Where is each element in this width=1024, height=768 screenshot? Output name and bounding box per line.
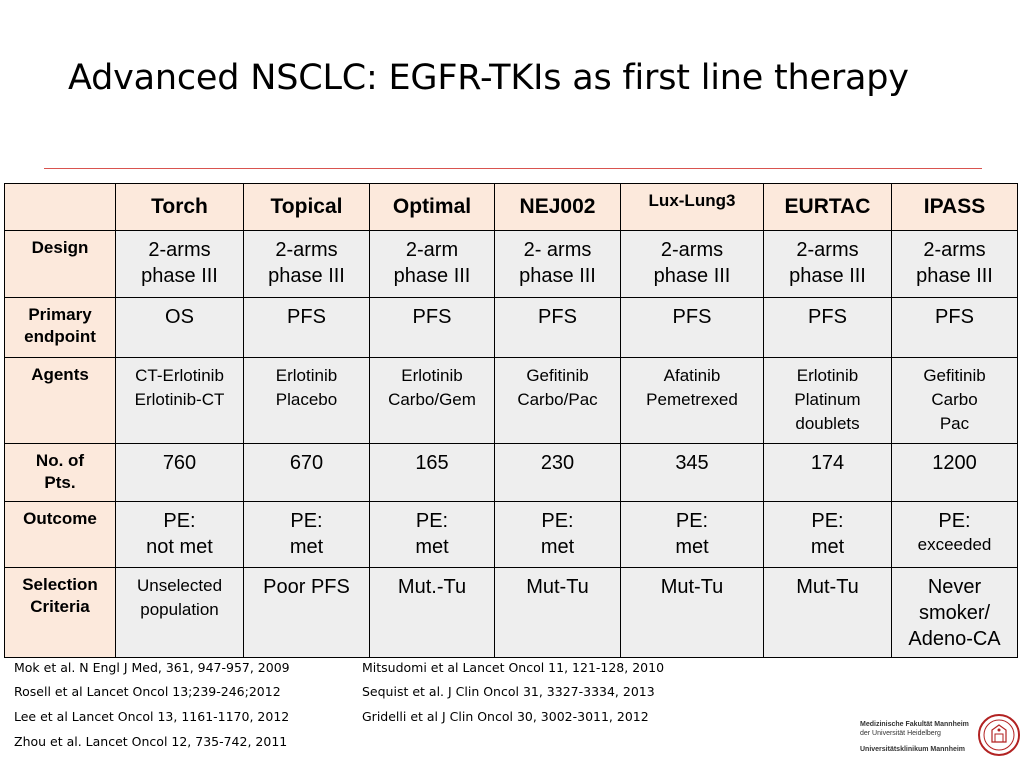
table-cell: Never smoker/Adeno-CA — [891, 567, 1018, 658]
column-header: Optimal — [369, 183, 495, 231]
table-cell: PE: met — [620, 501, 764, 568]
table-row-selection-criteria: Selection Criteria Unselected population P… — [4, 567, 1018, 658]
table-cell: Mut.-Tu — [369, 567, 495, 658]
university-logo: Medizinische Fakultät Mannheim der Unive… — [860, 712, 1020, 762]
table-cell: Afatinib Pemetrexed — [620, 357, 764, 444]
table-cell: PFS — [891, 297, 1018, 358]
slide-title: Advanced NSCLC: EGFR-TKIs as first line … — [68, 58, 909, 98]
table-cell: 1200 — [891, 443, 1018, 502]
header-corner-cell — [4, 183, 116, 231]
table-cell: 2-arms phase III — [763, 230, 892, 298]
reference-item: Sequist et al. J Clin Oncol 31, 3327-333… — [362, 684, 655, 699]
table-cell: Erlotinib Placebo — [243, 357, 370, 444]
table-cell: Gefitinib Carbo Pac — [891, 357, 1018, 444]
logo-line: Medizinische Fakultät Mannheim — [860, 721, 969, 728]
title-divider — [44, 168, 982, 169]
table-cell: 345 — [620, 443, 764, 502]
column-header: Topical — [243, 183, 370, 231]
table-cell: 2-arms phase III — [115, 230, 244, 298]
table-row-agents: Agents CT-Erlotinib Erlotinib-CT Erlotini… — [4, 357, 1018, 444]
row-header: No. of Pts. — [4, 443, 116, 502]
table-header-row: Torch Topical Optimal NEJ002 Lux-Lung3 E… — [4, 183, 1018, 231]
column-header: NEJ002 — [494, 183, 621, 231]
table-cell: PE: not met — [115, 501, 244, 568]
table-cell: PE: met — [763, 501, 892, 568]
reference-item: Rosell et al Lancet Oncol 13;239-246;201… — [14, 684, 281, 699]
table-cell: 760 — [115, 443, 244, 502]
table-cell: 2-arms phase III — [891, 230, 1018, 298]
table-cell: PFS — [620, 297, 764, 358]
row-header: Outcome — [4, 501, 116, 568]
table-cell: Poor PFS — [243, 567, 370, 658]
table-cell: PFS — [494, 297, 621, 358]
column-header: Torch — [115, 183, 244, 231]
table-cell: 2-arms phase III — [620, 230, 764, 298]
row-header: Selection Criteria — [4, 567, 116, 658]
row-header: Design — [4, 230, 116, 298]
table-cell: PFS — [243, 297, 370, 358]
column-header: IPASS — [891, 183, 1018, 231]
column-header: Lux-Lung3 — [620, 183, 764, 231]
table-cell: PE: met — [369, 501, 495, 568]
table-cell: Mut-Tu — [763, 567, 892, 658]
table-cell: PE: met — [243, 501, 370, 568]
table-cell: PFS — [763, 297, 892, 358]
table-cell: 174 — [763, 443, 892, 502]
table-cell: PE: exceeded — [891, 501, 1018, 568]
row-header: Primary endpoint — [4, 297, 116, 358]
reference-item: Zhou et al. Lancet Oncol 12, 735-742, 20… — [14, 734, 288, 749]
table-cell: Unselected population — [115, 567, 244, 658]
table-row-primary-endpoint: Primary endpoint OS PFS PFS PFS PFS PFS P… — [4, 297, 1018, 358]
university-seal-icon — [978, 714, 1020, 756]
table-cell: PE: met — [494, 501, 621, 568]
table-row-outcome: Outcome PE: not met PE: met PE: met PE: met … — [4, 501, 1018, 568]
reference-item: Mitsudomi et al Lancet Oncol 11, 121-128… — [362, 660, 665, 675]
table-cell: PFS — [369, 297, 495, 358]
reference-item: Mok et al. N Engl J Med, 361, 947-957, 2… — [14, 660, 290, 675]
reference-item: Gridelli et al J Clin Oncol 30, 3002-301… — [362, 709, 649, 724]
logo-line: Universitätsklinikum Mannheim — [860, 745, 966, 753]
column-header: EURTAC — [763, 183, 892, 231]
table-row-patients: No. of Pts. 760 670 165 230 345 174 1200 — [4, 443, 1018, 502]
table-cell: 165 — [369, 443, 495, 502]
table-cell: OS — [115, 297, 244, 358]
table-cell: 230 — [494, 443, 621, 502]
table-row-design: Design 2-arms phase III 2-arms phase III 2… — [4, 230, 1018, 298]
table-cell: 2- arms phase III — [494, 230, 621, 298]
row-header: Agents — [4, 357, 116, 444]
table-cell: Mut-Tu — [620, 567, 764, 658]
logo-line: der Universität Heidelberg — [860, 730, 941, 738]
table-cell: Gefitinib Carbo/Pac — [494, 357, 621, 444]
logo-text: Medizinische Fakultät Mannheim der Unive… — [860, 720, 969, 754]
table-cell: Erlotinib Platinum doublets — [763, 357, 892, 444]
table-cell: Mut-Tu — [494, 567, 621, 658]
table-cell: Erlotinib Carbo/Gem — [369, 357, 495, 444]
table-cell: 670 — [243, 443, 370, 502]
reference-item: Lee et al Lancet Oncol 13, 1161-1170, 20… — [14, 709, 290, 724]
table-cell: 2-arm phase III — [369, 230, 495, 298]
table-cell: CT-Erlotinib Erlotinib-CT — [115, 357, 244, 444]
table-cell: 2-arms phase III — [243, 230, 370, 298]
trials-table: Torch Topical Optimal NEJ002 Lux-Lung3 E… — [4, 183, 1018, 658]
